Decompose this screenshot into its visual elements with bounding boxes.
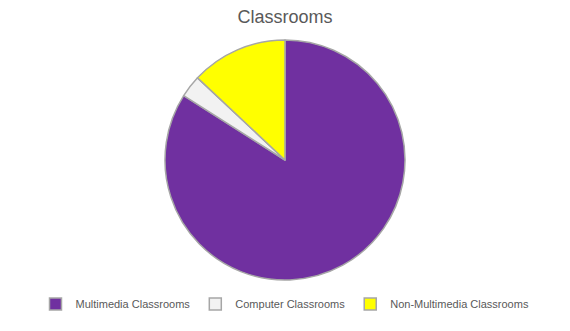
- svg-text:Non-Multimedia Classrooms: Non-Multimedia Classrooms: [390, 298, 529, 310]
- svg-text:Computer Classrooms: Computer Classrooms: [235, 298, 345, 310]
- svg-text:Classrooms: Classrooms: [237, 7, 332, 27]
- svg-text:Multimedia Classrooms: Multimedia Classrooms: [76, 298, 191, 310]
